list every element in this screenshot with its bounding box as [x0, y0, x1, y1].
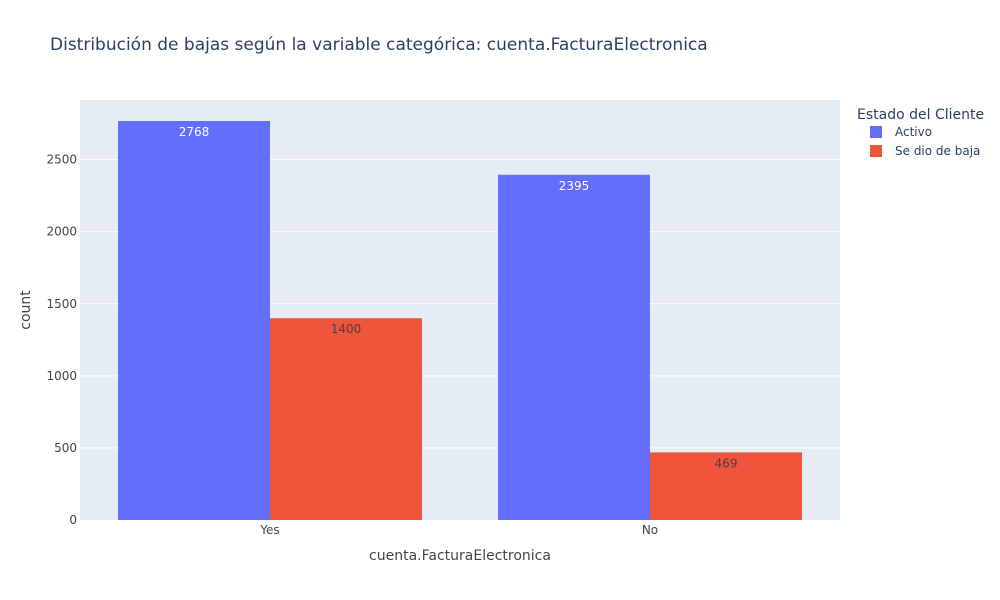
y-axis-title: count	[18, 290, 34, 330]
chart-title: Distribución de bajas según la variable …	[50, 35, 708, 55]
x-tick-label: Yes	[259, 523, 279, 537]
bar-value-label: 2768	[179, 125, 210, 139]
x-axis-ticks: Yes No	[259, 523, 658, 537]
legend-swatch[interactable]	[870, 126, 882, 138]
bar-labels: 2768 1400 2395 469	[179, 125, 738, 470]
legend[interactable]: Estado del Cliente Activo Se dio de baja	[857, 107, 984, 158]
bar-activo-yes[interactable]	[118, 121, 270, 520]
y-tick-label: 1000	[46, 369, 77, 383]
legend-item-label[interactable]: Activo	[895, 125, 932, 139]
bar-value-label: 2395	[559, 179, 590, 193]
legend-item-label[interactable]: Se dio de baja	[895, 144, 980, 158]
legend-swatch[interactable]	[870, 145, 882, 157]
bars	[118, 121, 802, 520]
y-tick-label: 0	[69, 513, 77, 527]
y-tick-label: 2500	[46, 153, 77, 167]
bar-value-label: 1400	[331, 322, 362, 336]
y-tick-label: 2000	[46, 225, 77, 239]
y-tick-label: 1500	[46, 297, 77, 311]
legend-title: Estado del Cliente	[857, 107, 984, 123]
y-tick-label: 500	[54, 441, 77, 455]
y-axis-ticks: 0 500 1000 1500 2000 2500	[46, 153, 77, 527]
bar-value-label: 469	[715, 456, 738, 470]
x-tick-label: No	[642, 523, 658, 537]
bar-activo-no[interactable]	[498, 174, 650, 520]
bar-se-dio-de-baja-no[interactable]	[650, 452, 802, 520]
bar-se-dio-de-baja-yes[interactable]	[270, 318, 422, 520]
x-axis-title: cuenta.FacturaElectronica	[369, 548, 551, 564]
